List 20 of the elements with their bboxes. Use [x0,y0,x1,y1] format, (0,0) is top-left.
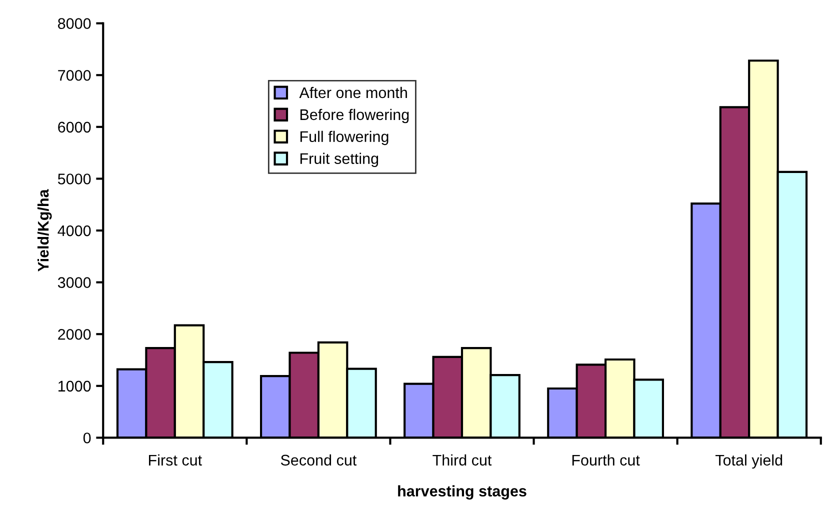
y-axis-title: Yield/Kg/ha [37,189,52,272]
y-tick-label: 2000 [58,328,91,340]
x-tick-label: Second cut [280,454,357,466]
y-tick-label: 0 [83,432,91,444]
x-tick-label: Third cut [432,454,492,466]
y-tick-label: 3000 [58,277,91,288]
y-tick-label: 7000 [58,70,91,81]
legend-label: After one month [299,86,407,98]
legend-label: Fruit setting [300,152,378,168]
y-tick-label: 5000 [58,174,91,184]
y-tick-label: 8000 [58,18,91,29]
y-tick-label: 1000 [58,380,91,392]
x-axis-title: harvesting stages [398,485,526,500]
y-tick-label: 6000 [58,122,91,133]
legend-label: Full flowering [300,130,388,146]
x-tick-label: Total yield [715,454,782,469]
x-tick-label: Fourth cut [572,454,640,466]
y-tick-label: 4000 [58,225,91,236]
legend-label: Before flowering [300,108,409,124]
x-tick-label: First cut [148,454,202,466]
